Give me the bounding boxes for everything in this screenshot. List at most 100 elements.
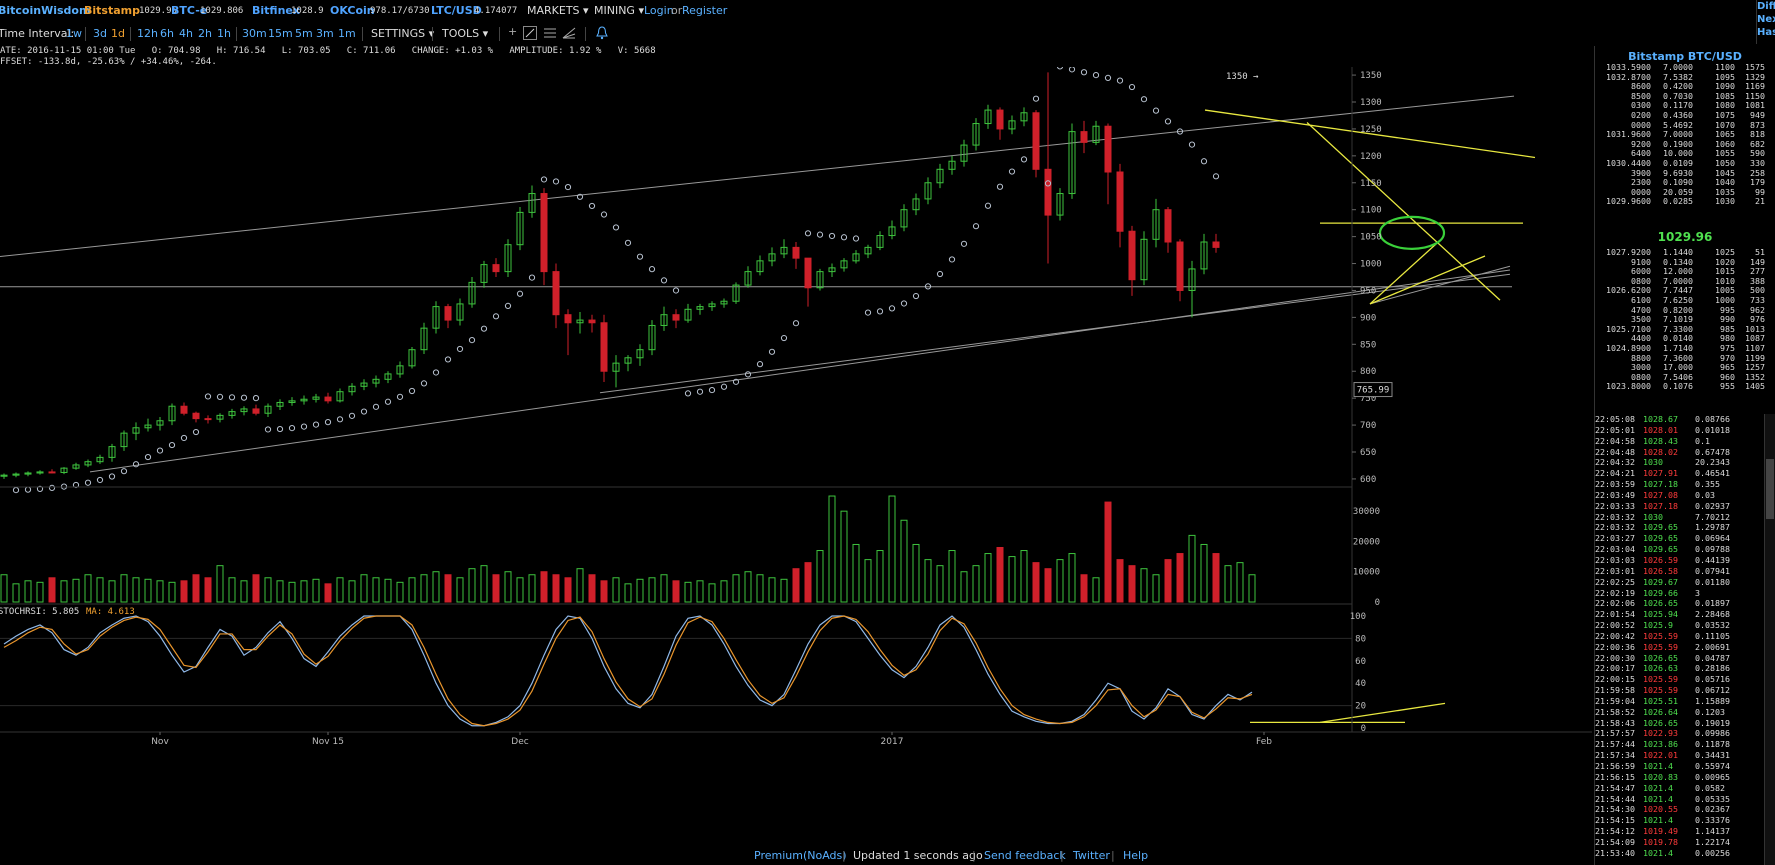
orderbook-row[interactable]: 1024.8900 1.7140 975 1107 — [1595, 343, 1775, 354]
volume-bar — [1176, 553, 1184, 603]
price-tick-label: 850 — [1360, 340, 1376, 350]
sar-dot — [780, 334, 788, 342]
candle-body — [60, 467, 68, 473]
interval-12h[interactable]: 12h — [137, 27, 158, 40]
orderbook-row[interactable]: 1027.9200 1.1440 1025 51 — [1595, 247, 1775, 258]
interval-5m[interactable]: 5m — [295, 27, 313, 40]
orderbook-row[interactable]: 2300 0.1090 1040 179 — [1595, 178, 1775, 188]
trade-price: 1026.59 — [1643, 554, 1678, 565]
orderbook-row[interactable]: 8600 0.4200 1090 1169 — [1595, 82, 1775, 92]
tools-menu[interactable]: TOOLS ▾ — [442, 27, 488, 40]
orderbook-row[interactable]: 6100 7.6250 1000 733 — [1595, 295, 1775, 306]
orderbook-row[interactable]: 0800 7.0000 1010 388 — [1595, 276, 1775, 287]
orderbook-bids: 1027.9200 1.1440 1025 51 9100 0.1340 1020 149 60… — [1595, 247, 1775, 392]
line-tool-icon[interactable] — [523, 26, 537, 43]
trade-row: 22:03:04 1029.65 0.09788 — [1595, 544, 1763, 555]
orderbook-row[interactable]: 4700 0.8200 995 962 — [1595, 305, 1775, 316]
trade-row: 22:00:36 1025.59 2.00691 — [1595, 642, 1763, 653]
orderbook-cumulative: 21 — [1755, 196, 1765, 207]
orderbook-cumulative: 873 — [1750, 119, 1765, 130]
parallel-lines-tool-icon[interactable] — [543, 26, 557, 43]
candle-body — [636, 349, 644, 359]
bell-icon[interactable] — [596, 26, 608, 43]
login-link[interactable]: Login — [644, 4, 674, 17]
sar-dot — [1104, 74, 1112, 81]
orderbook-row[interactable]: 9100 0.1340 1020 149 — [1595, 257, 1775, 268]
exchange-okcoin[interactable]: OKCoin — [330, 4, 375, 17]
premium-link[interactable]: Premium(NoAds) — [754, 849, 847, 862]
orderbook-row[interactable]: 6000 12.000 1015 277 — [1595, 267, 1775, 277]
sar-dot — [948, 256, 956, 263]
interval-1h[interactable]: 1h — [217, 27, 231, 40]
send-feedback-link[interactable]: Send feedback — [984, 849, 1066, 862]
orderbook-row[interactable]: 8500 0.7030 1085 1150 — [1595, 91, 1775, 102]
orderbook-price: 1023.8000 — [1606, 381, 1651, 392]
volume-bar — [696, 580, 704, 603]
interval-15m[interactable]: 15m — [268, 27, 293, 40]
sar-dot — [468, 336, 476, 344]
orderbook-row[interactable]: 8800 7.3600 970 1199 — [1595, 352, 1775, 364]
sar-dot — [120, 468, 128, 475]
orderbook-row[interactable]: 1031.9600 7.0000 1065 818 — [1595, 130, 1775, 140]
candle-body — [456, 303, 464, 321]
sar-dot — [408, 387, 416, 395]
orderbook-row[interactable]: 1023.8000 0.1076 955 1405 — [1595, 382, 1775, 392]
footer: Premium(NoAds) | Updated 1 seconds ago |… — [0, 847, 1594, 865]
orderbook-row[interactable]: 1033.5900 7.0000 1100 1575 — [1595, 62, 1775, 73]
exchange-bitfinex[interactable]: Bitfinex — [252, 4, 300, 17]
interval-1d[interactable]: 1d — [111, 27, 125, 40]
interval-3d[interactable]: 3d — [93, 27, 107, 40]
orderbook-row[interactable]: 1032.8700 7.5382 1095 1329 — [1595, 72, 1775, 83]
trade-time: 21:59:58 — [1595, 685, 1635, 696]
support-line — [599, 273, 1511, 394]
trade-row: 21:57:44 1023.86 0.11878 — [1595, 739, 1763, 750]
orderbook-row[interactable]: 0000 5.4692 1070 873 — [1595, 119, 1775, 131]
price-chart[interactable]: 1350 → STOCHRSI: 5.805 MA: 4.613 1350 1300… — [0, 67, 1592, 847]
interval-1m[interactable]: 1m — [338, 27, 356, 40]
interval-2h[interactable]: 2h — [198, 27, 212, 40]
mining-menu[interactable]: MINING ▾ — [594, 4, 644, 17]
orderbook-row[interactable]: 1026.6200 7.7447 1005 500 — [1595, 286, 1775, 296]
crosshair-tool-icon[interactable]: + — [508, 25, 518, 38]
trades-scrollbar[interactable] — [1764, 414, 1775, 865]
orderbook-row[interactable]: 3500 7.1019 990 976 — [1595, 315, 1775, 325]
trade-price: 1023.86 — [1643, 739, 1678, 750]
trade-amount: 0.11105 — [1695, 630, 1730, 641]
brand-logo[interactable]: BitcoinWisdom — [0, 4, 91, 17]
candle-body — [912, 198, 920, 211]
orderbook-level: 970 — [1720, 352, 1735, 363]
orderbook-row[interactable]: 1025.7100 7.3300 985 1013 — [1595, 324, 1775, 335]
orderbook-row[interactable]: 9200 0.1900 1060 682 — [1595, 139, 1775, 150]
orderbook-row[interactable]: 1029.9600 0.0285 1030 21 — [1595, 197, 1775, 207]
interval-30m[interactable]: 30m — [242, 27, 267, 40]
orderbook-row[interactable]: 3000 17.000 965 1257 — [1595, 363, 1775, 373]
stoch-trendline — [1319, 702, 1446, 724]
register-link[interactable]: Register — [682, 4, 728, 17]
orderbook-row[interactable]: 3900 9.6930 1045 258 — [1595, 168, 1775, 179]
trade-price: 1026.65 — [1643, 652, 1678, 663]
interval-4h[interactable]: 4h — [179, 27, 193, 40]
exchange-bitstamp[interactable]: Bitstamp — [84, 4, 140, 17]
orderbook-row[interactable]: 4400 0.0140 980 1087 — [1595, 334, 1775, 344]
interval-3m[interactable]: 3m — [316, 27, 334, 40]
orderbook-row[interactable]: 0200 0.4360 1075 949 — [1595, 110, 1775, 121]
trade-row: 21:54:12 1019.49 1.14137 — [1595, 826, 1763, 837]
exchange-btce[interactable]: BTC-e — [171, 4, 208, 17]
exchange-ltcusd[interactable]: LTC/USD — [431, 4, 482, 17]
help-link[interactable]: Help — [1123, 849, 1149, 862]
interval-6h[interactable]: 6h — [160, 27, 174, 40]
fibonacci-tool-icon[interactable] — [562, 26, 576, 43]
twitter-link[interactable]: Twitter — [1073, 849, 1110, 862]
high-marker-label: 1350 → — [1226, 72, 1259, 82]
orderbook-row[interactable]: 0000 20.059 1035 99 — [1595, 187, 1775, 198]
settings-menu[interactable]: SETTINGS ▾ — [371, 27, 434, 40]
orderbook-row[interactable]: 0800 7.5406 960 1352 — [1595, 372, 1775, 383]
orderbook-row[interactable]: 1030.4400 0.0109 1050 330 — [1595, 158, 1775, 169]
scroll-thumb[interactable] — [1766, 459, 1774, 519]
interval-1w[interactable]: 1w — [66, 27, 82, 40]
markets-menu[interactable]: MARKETS ▾ — [527, 4, 589, 17]
orderbook-row[interactable]: 0300 0.1170 1080 1081 — [1595, 101, 1775, 111]
candle-body — [516, 211, 524, 246]
candle-body — [1020, 112, 1028, 122]
orderbook-row[interactable]: 6400 10.000 1055 590 — [1595, 149, 1775, 159]
